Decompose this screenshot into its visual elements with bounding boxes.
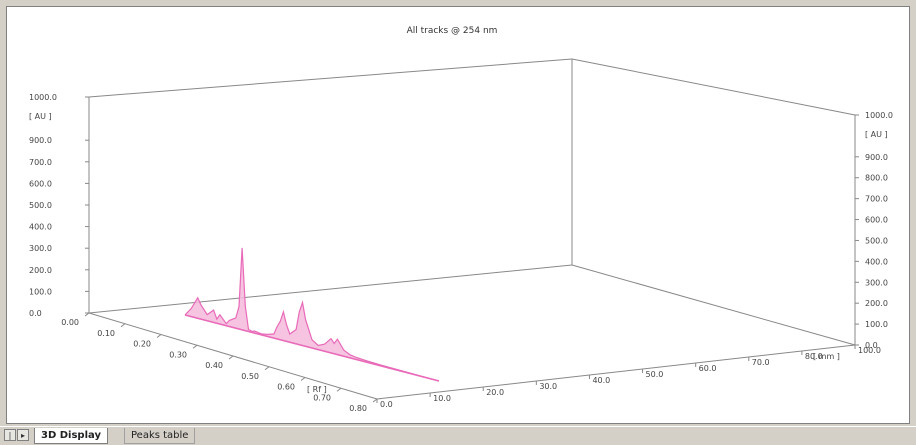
mm-axis-tick-label: 100.0 xyxy=(858,346,881,355)
rf-axis-tick xyxy=(264,366,270,371)
rf-axis-tick xyxy=(84,312,90,317)
rf-axis-tick-label: 0.50 xyxy=(241,372,259,381)
tab-scroll-right-button[interactable]: ▸ xyxy=(17,429,29,441)
series-area xyxy=(185,247,439,381)
left-axis-unit: [ AU ] xyxy=(29,112,52,121)
tab-3d-display-label: 3D Display xyxy=(41,430,101,441)
right-axis: 1000.0 900.0 800.0 700.0 600.0 500.0 400.0 300.… xyxy=(855,111,893,350)
rf-axis-tick-label: 0.60 xyxy=(277,383,295,392)
mm-axis: 0.0 10.0 20.0 30.0 40.0 50.0 60.0 70.0 80.0 100.0 xyxy=(376,345,881,409)
series-layer xyxy=(184,247,440,382)
left-axis-tick-label: 0.0 xyxy=(29,309,42,318)
right-axis-tick-label: 600.0 xyxy=(865,216,888,225)
mm-axis-tick-label: 60.0 xyxy=(699,364,717,373)
mm-axis-tick-label: 40.0 xyxy=(592,376,610,385)
plot-frame: All tracks @ 254 nm 1000.0 900.0 700.0 600.… xyxy=(6,6,910,424)
series-baseline xyxy=(184,314,440,382)
tab-3d-display[interactable]: 3D Display xyxy=(34,428,108,444)
rf-axis-tick xyxy=(120,323,126,328)
right-axis-tick-label: 200.0 xyxy=(865,299,888,308)
chart-title: All tracks @ 254 nm xyxy=(407,26,498,36)
mm-axis-tick-label: 80.0 xyxy=(805,352,823,361)
rf-axis-tick xyxy=(228,355,234,360)
rf-axis-tick xyxy=(372,398,378,403)
left-axis-tick-label: 200.0 xyxy=(29,266,52,275)
rf-axis-tick-label: 0.40 xyxy=(205,361,223,370)
rf-axis: 0.00 0.10 0.20 0.30 0.40 0.50 0.60 0.70 0.80 xyxy=(61,312,378,413)
left-axis-tick-label: 500.0 xyxy=(29,201,52,210)
mm-axis-tick-label: 50.0 xyxy=(646,370,664,379)
left-axis: 1000.0 900.0 700.0 600.0 500.0 400.0 300.0 200.… xyxy=(29,93,89,318)
right-axis-tick-label: 700.0 xyxy=(865,195,888,204)
rf-axis-tick-label: 0.80 xyxy=(349,404,367,413)
rf-axis-unit: [ Rf ] xyxy=(307,385,327,394)
left-axis-tick-label: 300.0 xyxy=(29,244,52,253)
left-axis-tick-label: 600.0 xyxy=(29,179,52,188)
mm-axis-tick-label: 10.0 xyxy=(433,394,451,403)
tab-peaks-table[interactable]: Peaks table xyxy=(124,428,196,444)
mm-axis-tick-label: 30.0 xyxy=(539,382,557,391)
tab-bar: | ▸ 3D Display Peaks table xyxy=(0,426,916,445)
series-line xyxy=(184,247,440,382)
rf-axis-tick xyxy=(192,344,198,349)
left-axis-tick-label: 400.0 xyxy=(29,223,52,232)
left-axis-tick-label: 900.0 xyxy=(29,136,52,145)
right-axis-unit: [ AU ] xyxy=(865,130,888,139)
left-axis-tick-label: 100.0 xyxy=(29,287,52,296)
mm-axis-tick-label: 20.0 xyxy=(486,388,504,397)
rf-axis-tick-label: 0.70 xyxy=(313,393,331,402)
mm-axis-tick-label: 0.0 xyxy=(380,400,393,409)
left-axis-tick-label: 700.0 xyxy=(29,158,52,167)
rf-axis-tick-label: 0.10 xyxy=(97,329,115,338)
rf-axis-tick xyxy=(336,387,342,392)
right-axis-tick-label: 0.0 xyxy=(865,341,878,350)
right-axis-tick-label: 100.0 xyxy=(865,320,888,329)
rf-axis-tick-label: 0.20 xyxy=(133,340,151,349)
mm-axis-tick-label: 70.0 xyxy=(752,358,770,367)
axis-box xyxy=(88,58,856,400)
right-axis-tick-label: 400.0 xyxy=(865,257,888,266)
rf-axis-tick xyxy=(300,377,306,381)
left-axis-tick-label: 1000.0 xyxy=(29,93,57,102)
chart-3d-plot: All tracks @ 254 nm 1000.0 900.0 700.0 600.… xyxy=(29,26,893,413)
right-axis-tick-label: 800.0 xyxy=(865,174,888,183)
right-axis-tick-label: 300.0 xyxy=(865,278,888,287)
rf-axis-tick-label: 0.00 xyxy=(61,318,79,327)
tab-peaks-table-label: Peaks table xyxy=(131,430,189,441)
rf-axis-tick-label: 0.30 xyxy=(169,350,187,359)
right-axis-tick-label: 900.0 xyxy=(865,153,888,162)
right-axis-tick-label: 1000.0 xyxy=(865,111,893,120)
right-axis-tick-label: 500.0 xyxy=(865,236,888,245)
tab-scroll-left-button[interactable]: | xyxy=(4,429,16,441)
rf-axis-tick xyxy=(156,334,162,338)
mm-axis-unit: [ mm ] xyxy=(813,352,840,361)
